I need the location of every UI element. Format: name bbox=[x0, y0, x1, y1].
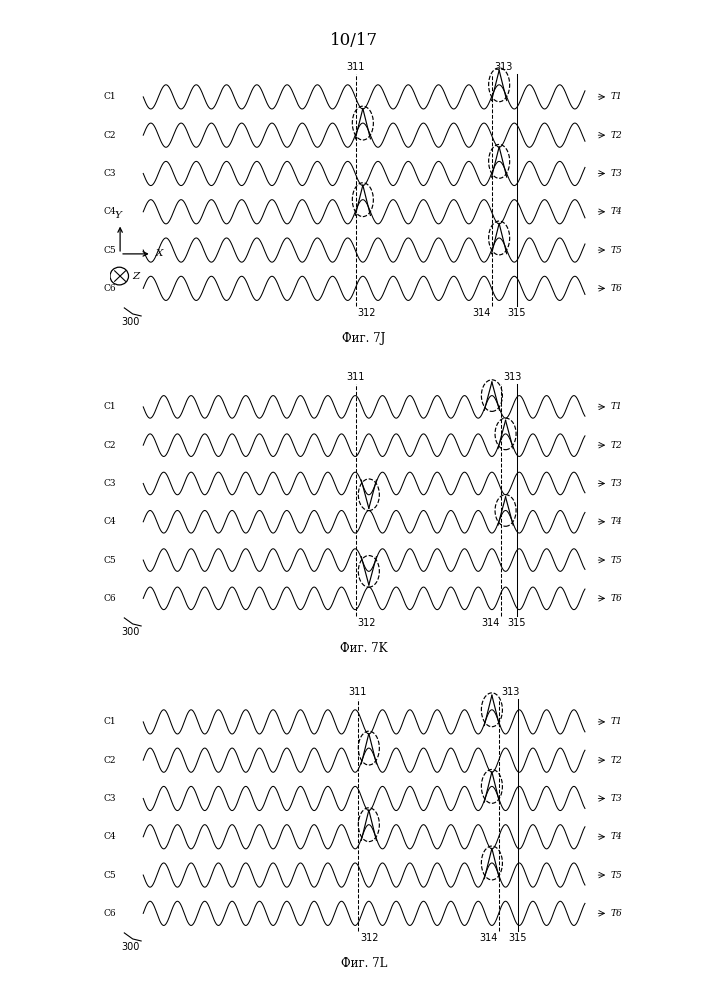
Text: C6: C6 bbox=[103, 284, 116, 293]
Text: 315: 315 bbox=[508, 308, 526, 318]
Text: T4: T4 bbox=[610, 832, 622, 841]
Text: 315: 315 bbox=[508, 933, 527, 943]
Text: C1: C1 bbox=[103, 92, 116, 101]
Text: C3: C3 bbox=[103, 794, 116, 803]
Text: C2: C2 bbox=[103, 441, 116, 450]
Text: C4: C4 bbox=[103, 517, 116, 526]
Text: Фиг. 7L: Фиг. 7L bbox=[341, 957, 387, 970]
Text: C4: C4 bbox=[103, 832, 116, 841]
Text: Фиг. 7K: Фиг. 7K bbox=[340, 642, 388, 655]
Text: T2: T2 bbox=[610, 756, 622, 765]
Text: T1: T1 bbox=[610, 402, 622, 411]
Text: C1: C1 bbox=[103, 402, 116, 411]
Text: T3: T3 bbox=[610, 479, 622, 488]
Text: 311: 311 bbox=[346, 62, 365, 72]
Text: 300: 300 bbox=[122, 942, 140, 952]
Text: 300: 300 bbox=[122, 627, 140, 637]
Text: C1: C1 bbox=[103, 717, 116, 726]
Text: T1: T1 bbox=[610, 717, 622, 726]
Text: Фиг. 7J: Фиг. 7J bbox=[342, 332, 386, 345]
Text: T6: T6 bbox=[610, 284, 622, 293]
Text: 314: 314 bbox=[479, 933, 498, 943]
Text: C3: C3 bbox=[103, 479, 116, 488]
Text: 312: 312 bbox=[360, 933, 378, 943]
Text: T6: T6 bbox=[610, 594, 622, 603]
Text: 10/17: 10/17 bbox=[329, 32, 378, 49]
Text: 311: 311 bbox=[346, 372, 365, 382]
Text: 315: 315 bbox=[508, 618, 526, 628]
Text: T1: T1 bbox=[610, 92, 622, 101]
Text: 300: 300 bbox=[122, 317, 140, 327]
Text: Y: Y bbox=[115, 211, 122, 220]
Text: T3: T3 bbox=[610, 794, 622, 803]
Text: C6: C6 bbox=[103, 909, 116, 918]
Text: 314: 314 bbox=[473, 308, 491, 318]
Text: T6: T6 bbox=[610, 909, 622, 918]
Text: C5: C5 bbox=[103, 556, 116, 565]
Text: 313: 313 bbox=[501, 687, 519, 697]
Text: 312: 312 bbox=[358, 618, 376, 628]
Text: 312: 312 bbox=[358, 308, 376, 318]
Text: C2: C2 bbox=[103, 131, 116, 140]
Text: 313: 313 bbox=[503, 372, 521, 382]
Text: T5: T5 bbox=[610, 246, 622, 255]
Text: C2: C2 bbox=[103, 756, 116, 765]
Text: T4: T4 bbox=[610, 517, 622, 526]
Text: 311: 311 bbox=[349, 687, 367, 697]
Text: T5: T5 bbox=[610, 871, 622, 880]
Text: T2: T2 bbox=[610, 131, 622, 140]
Text: T3: T3 bbox=[610, 169, 622, 178]
Text: Z: Z bbox=[132, 272, 139, 281]
Text: X: X bbox=[156, 249, 163, 258]
Text: C5: C5 bbox=[103, 871, 116, 880]
Text: 313: 313 bbox=[494, 62, 513, 72]
Text: C6: C6 bbox=[103, 594, 116, 603]
Text: 314: 314 bbox=[481, 618, 500, 628]
Text: T4: T4 bbox=[610, 207, 622, 216]
Text: C5: C5 bbox=[103, 246, 116, 255]
Text: T5: T5 bbox=[610, 556, 622, 565]
Text: C3: C3 bbox=[103, 169, 116, 178]
Text: C4: C4 bbox=[103, 207, 116, 216]
Text: T2: T2 bbox=[610, 441, 622, 450]
